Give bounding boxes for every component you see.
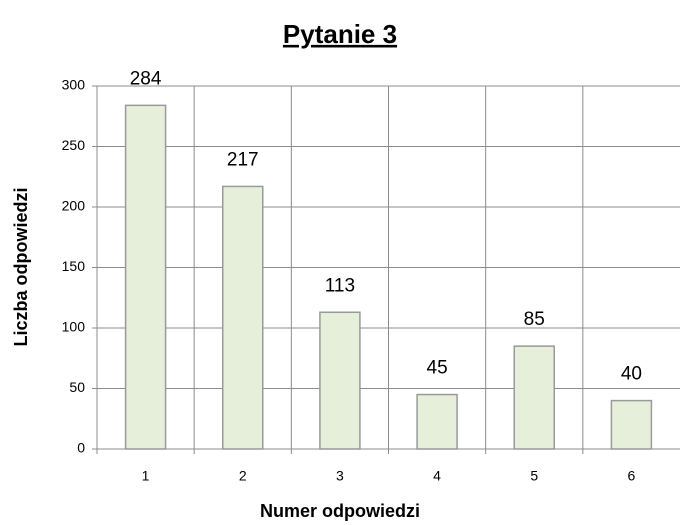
y-tick-label: 300 [62, 77, 86, 93]
chart-title: Pytanie 3 [283, 19, 397, 49]
data-label: 217 [227, 149, 259, 170]
x-tick-label: 5 [530, 468, 538, 484]
bar [124, 104, 167, 450]
x-tick-label: 4 [433, 468, 441, 484]
y-tick-label: 100 [62, 319, 86, 335]
data-label: 113 [325, 275, 355, 296]
data-label: 284 [130, 68, 162, 89]
data-label: 85 [524, 309, 545, 330]
data-label: 45 [427, 358, 448, 379]
x-tick-label: 1 [142, 468, 150, 484]
bar [319, 311, 361, 450]
y-tick-label: 200 [62, 198, 86, 214]
y-tick-label: 150 [62, 258, 86, 274]
x-tick-label: 2 [239, 468, 247, 484]
data-label: 40 [621, 364, 642, 385]
x-tick-label: 3 [336, 468, 344, 484]
bar [610, 399, 653, 450]
bar [416, 393, 458, 450]
x-axis-label: Numer odpowiedzi [260, 501, 420, 521]
y-axis-label: Liczba odpowiedzi [11, 187, 31, 346]
bar [513, 345, 555, 450]
y-tick-label: 0 [77, 440, 85, 456]
x-tick-label: 6 [628, 468, 636, 484]
y-tick-label: 50 [69, 379, 85, 395]
y-tick-label: 250 [62, 137, 86, 153]
bar [222, 185, 264, 450]
